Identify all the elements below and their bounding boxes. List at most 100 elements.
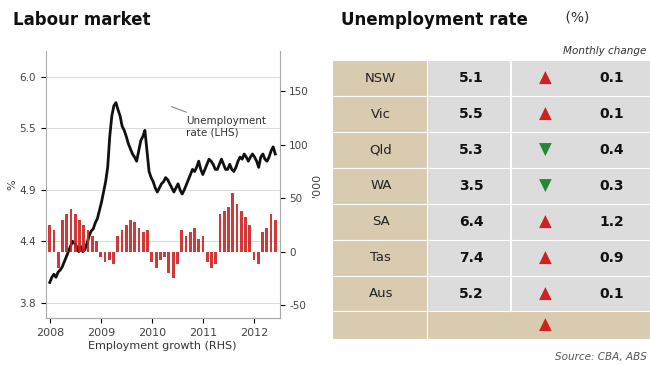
Bar [265,228,268,252]
FancyBboxPatch shape [332,276,427,311]
Text: ▲: ▲ [538,105,551,123]
Bar [172,252,174,278]
Bar [151,252,153,262]
Bar [142,232,145,252]
Text: 5.2: 5.2 [460,287,484,300]
Bar [185,236,187,252]
Text: 5.5: 5.5 [460,107,484,121]
Bar [48,225,51,252]
FancyBboxPatch shape [427,311,650,339]
Bar [116,236,119,252]
Bar [108,252,111,260]
Bar [104,252,107,262]
Bar [223,211,226,252]
Text: Source: CBA, ABS: Source: CBA, ABS [555,352,647,362]
Bar [66,214,68,252]
Y-axis label: %: % [8,179,18,190]
Text: 5.1: 5.1 [460,71,484,85]
Bar [86,230,90,252]
Bar [78,220,81,252]
Text: Unemployment
rate (LHS): Unemployment rate (LHS) [172,107,266,138]
Text: 0.3: 0.3 [599,179,624,193]
Bar [244,217,247,252]
Bar [240,211,242,252]
Bar [70,209,72,252]
Text: Tas: Tas [370,251,391,264]
Bar [176,252,179,265]
Bar [61,220,64,252]
FancyBboxPatch shape [427,96,650,132]
FancyBboxPatch shape [427,60,650,96]
FancyBboxPatch shape [332,311,427,339]
Bar [155,252,157,268]
Text: Aus: Aus [369,287,393,300]
Text: Unemployment rate: Unemployment rate [341,11,528,29]
FancyBboxPatch shape [427,240,650,276]
Bar [235,203,239,252]
Bar [146,230,149,252]
Bar [138,228,140,252]
X-axis label: Employment growth (RHS): Employment growth (RHS) [88,341,237,351]
FancyBboxPatch shape [332,60,427,96]
Text: 7.4: 7.4 [460,251,484,265]
FancyBboxPatch shape [332,132,427,168]
Text: ▲: ▲ [538,213,551,231]
Bar [133,222,136,252]
Text: ▲: ▲ [538,284,551,303]
Bar [188,232,192,252]
Bar [112,252,115,265]
Text: 0.4: 0.4 [599,143,624,157]
FancyBboxPatch shape [332,168,427,204]
Text: WA: WA [370,179,391,193]
Text: 0.9: 0.9 [599,251,624,265]
Bar [99,252,102,257]
Text: 0.1: 0.1 [599,107,624,121]
FancyBboxPatch shape [332,96,427,132]
Bar [168,252,170,273]
Bar [125,225,127,252]
Bar [74,214,77,252]
Text: 1.2: 1.2 [599,215,624,229]
Bar [53,230,55,252]
Bar [214,252,217,265]
Text: NSW: NSW [365,72,396,85]
Bar [227,207,230,252]
FancyBboxPatch shape [427,168,650,204]
Bar [121,230,124,252]
Text: 6.4: 6.4 [460,215,484,229]
Bar [231,193,234,252]
Bar [159,252,162,260]
Bar [83,225,85,252]
Bar [253,252,255,260]
FancyBboxPatch shape [427,204,650,240]
Text: ▼: ▼ [538,141,551,159]
Bar [218,214,221,252]
Bar [274,220,277,252]
Text: ▼: ▼ [538,177,551,195]
Bar [129,220,132,252]
FancyBboxPatch shape [332,204,427,240]
Text: ▲: ▲ [538,316,551,334]
Bar [180,230,183,252]
Text: 0.1: 0.1 [599,287,624,300]
Bar [210,252,213,268]
Text: Labour market: Labour market [13,11,151,29]
Bar [95,241,98,252]
Text: SA: SA [372,215,390,228]
Bar [202,236,204,252]
FancyBboxPatch shape [332,240,427,276]
Bar [270,214,272,252]
Text: Monthly change: Monthly change [564,46,647,56]
FancyBboxPatch shape [427,132,650,168]
Bar [193,228,196,252]
Bar [91,236,94,252]
Text: 0.1: 0.1 [599,71,624,85]
Text: Vic: Vic [371,108,391,121]
Text: ▲: ▲ [538,249,551,267]
Bar [163,252,166,257]
Text: ▲: ▲ [538,69,551,87]
Bar [257,252,259,265]
Bar [57,252,60,268]
Bar [198,239,200,252]
Text: Qld: Qld [369,143,392,157]
